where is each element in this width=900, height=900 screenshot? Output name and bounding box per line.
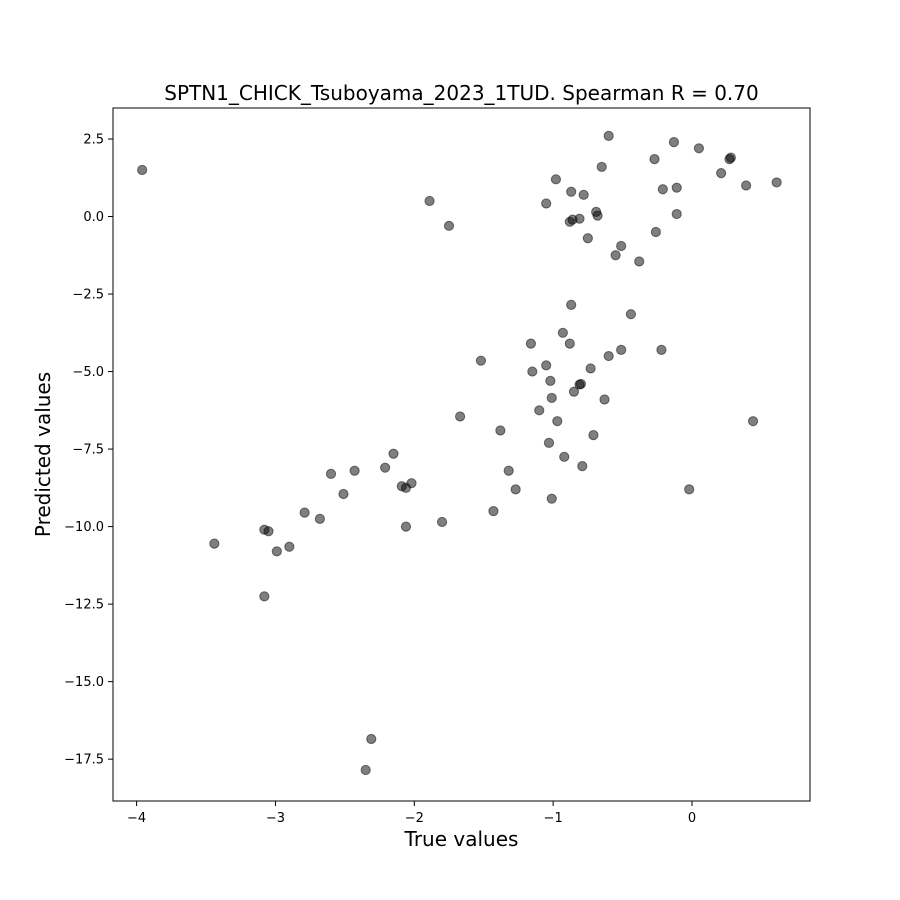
y-tick-label: −5.0 [72, 365, 104, 380]
y-tick-label: −17.5 [64, 753, 104, 768]
data-point [510, 484, 521, 495]
x-tick-label: 0 [688, 811, 696, 826]
y-tick-label: 0.0 [83, 210, 104, 225]
x-axis-label: True values [404, 827, 519, 851]
y-axis-label: Predicted values [31, 372, 55, 537]
data-point [574, 379, 585, 390]
data-point [564, 338, 575, 349]
data-point [495, 425, 506, 436]
data-point [585, 363, 596, 374]
data-point [360, 764, 371, 776]
data-point [684, 484, 695, 495]
data-point [568, 386, 580, 397]
data-point [693, 143, 705, 154]
data-point [443, 220, 455, 231]
data-point [137, 164, 148, 176]
data-point [634, 256, 645, 267]
data-point [527, 366, 538, 377]
data-point [671, 182, 682, 193]
data-point [657, 184, 668, 195]
data-point [741, 180, 752, 191]
data-point [314, 513, 325, 524]
x-tick-label: −2 [405, 811, 424, 826]
data-point [455, 411, 466, 422]
data-point [649, 154, 660, 165]
chart-title: SPTN1_CHICK_Tsuboyama_2023_1TUD. Spearma… [164, 81, 759, 105]
data-point [550, 174, 562, 185]
y-tick-label: −2.5 [72, 288, 104, 303]
y-tick-label: −10.0 [64, 520, 104, 535]
data-point [284, 541, 295, 552]
data-point [603, 130, 614, 142]
x-axis: −4 −3 −2 −1 0 [127, 801, 696, 826]
y-axis: 2.5 0.0 −2.5 −5.0 −7.5 −10.0 −12.5 −15.0 −17.5 [64, 133, 113, 768]
data-point [534, 405, 545, 416]
data-point [592, 210, 603, 221]
data-point [577, 461, 588, 472]
data-point [596, 161, 607, 173]
data-point [668, 137, 680, 148]
data-point [588, 430, 599, 441]
data-point [625, 309, 636, 320]
data-point [388, 448, 399, 459]
data-point [541, 360, 552, 371]
data-point [552, 416, 563, 427]
y-tick-label: −15.0 [64, 675, 104, 690]
data-point [475, 355, 487, 366]
data-point [525, 338, 537, 349]
x-tick-label: −3 [266, 811, 285, 826]
data-point [366, 733, 377, 745]
data-point [566, 299, 577, 310]
data-point [610, 250, 621, 261]
data-point [650, 226, 661, 238]
data-point [603, 350, 614, 362]
data-point [557, 327, 568, 338]
data-point [349, 465, 360, 476]
data-point [259, 591, 270, 602]
data-point [616, 344, 627, 355]
data-point [424, 195, 435, 207]
y-tick-label: −7.5 [72, 443, 104, 458]
data-points [137, 130, 782, 776]
plot-area [112, 107, 811, 802]
data-point [503, 465, 514, 476]
data-point [400, 521, 412, 532]
data-point [488, 505, 499, 517]
data-point [564, 216, 575, 227]
data-point [582, 233, 593, 244]
data-point [325, 468, 337, 479]
data-point [436, 516, 448, 528]
data-point [338, 488, 349, 500]
data-point [541, 198, 552, 209]
data-point [545, 375, 556, 386]
data-point [747, 416, 759, 427]
data-point [716, 168, 727, 179]
x-tick-label: −1 [544, 811, 563, 826]
data-point [546, 392, 557, 404]
y-tick-label: −12.5 [64, 598, 104, 613]
data-point [599, 394, 610, 405]
data-point [263, 526, 274, 537]
data-point [299, 507, 310, 518]
data-point [400, 482, 412, 493]
data-point [725, 152, 736, 163]
y-tick-label: 2.5 [83, 133, 104, 148]
data-point [671, 208, 682, 220]
data-point [546, 493, 557, 504]
data-point [616, 240, 627, 252]
data-point [559, 451, 570, 462]
data-point [656, 344, 667, 355]
data-point [566, 186, 577, 197]
data-point [380, 462, 391, 473]
data-point [771, 177, 782, 188]
data-point [271, 546, 282, 557]
data-point [543, 437, 555, 448]
data-point [578, 189, 589, 200]
data-point [209, 538, 220, 549]
x-tick-label: −4 [127, 811, 146, 826]
